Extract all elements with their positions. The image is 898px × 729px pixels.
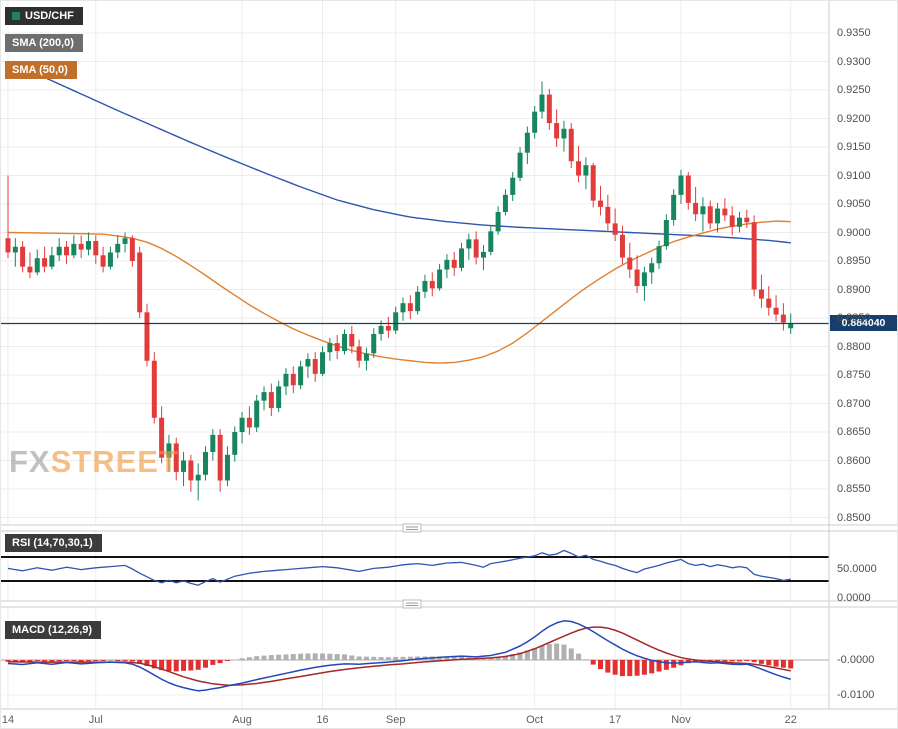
symbol-badge: USD/CHF — [5, 7, 83, 25]
last-price-tag: 0.884040 — [830, 315, 897, 332]
price-axis-label: 0.9150 — [837, 141, 871, 153]
price-axis-label: 0.8900 — [837, 283, 871, 296]
panel-resize-handle[interactable] — [402, 599, 422, 609]
x-axis-label: 16 — [316, 714, 329, 726]
x-axis-label: Oct — [526, 714, 544, 726]
sma200-badge: SMA (200,0) — [5, 34, 83, 52]
x-axis-label: Sep — [385, 714, 406, 726]
macd-axis-label: -0.0100 — [837, 689, 875, 701]
candlestick-series — [5, 81, 794, 501]
macd-badge: MACD (12,26,9) — [5, 621, 102, 639]
price-axis-label: 0.8650 — [837, 426, 871, 438]
panel-borders — [1, 1, 897, 710]
rsi-badge: RSI (14,70,30,1) — [5, 534, 102, 552]
price-axis-label: 0.8750 — [837, 369, 871, 381]
price-axis-label: 0.9350 — [837, 27, 871, 39]
grid-lines — [1, 1, 829, 709]
macd-axis-label: -0.0000 — [837, 654, 875, 666]
sma200-line — [7, 60, 791, 244]
price-axis-label: 0.9100 — [837, 169, 871, 182]
price-axis-label: 0.9200 — [837, 112, 871, 125]
symbol-label: USD/CHF — [25, 10, 74, 22]
sma50-label: SMA (50,0) — [12, 64, 68, 76]
price-axis-label: 0.9300 — [837, 55, 871, 68]
sma50-badge: SMA (50,0) — [5, 61, 77, 79]
x-axis-label: 22 — [784, 714, 797, 726]
price-axis-label: 0.8850 — [837, 312, 871, 324]
rsi-line — [7, 549, 791, 586]
rsi-label: RSI (14,70,30,1) — [12, 537, 93, 549]
candle-color-swatch-icon — [12, 12, 20, 20]
watermark-street: STREET — [50, 444, 179, 479]
price-axis-label: 0.9050 — [837, 198, 871, 210]
rsi-axis-label: 50.0000 — [837, 563, 877, 575]
price-axis-label: 0.9000 — [837, 226, 871, 239]
x-axis-label: Jul — [88, 714, 103, 726]
fxstreet-watermark: FXSTREET — [9, 444, 179, 480]
macd-lines — [7, 620, 791, 692]
x-axis-label: Aug — [232, 714, 252, 726]
price-axis-label: 0.8800 — [837, 340, 871, 353]
panel-resize-handle[interactable] — [402, 523, 422, 533]
rsi-axis-label: 0.0000 — [837, 592, 871, 604]
x-axis-label: Nov — [671, 714, 691, 726]
price-axis-label: 0.8600 — [837, 454, 871, 467]
macd-histogram — [5, 643, 794, 677]
price-axis-label: 0.9250 — [837, 84, 871, 96]
chart-legend: USD/CHF SMA (200,0) SMA (50,0) — [5, 7, 83, 79]
x-axis-label: 14 — [1, 714, 15, 726]
price-axis-label: 0.8550 — [837, 483, 871, 495]
price-axis-label: 0.8500 — [837, 511, 871, 524]
price-axis-label: 0.8950 — [837, 255, 871, 267]
macd-label: MACD (12,26,9) — [12, 624, 93, 636]
rsi-level-lines — [1, 556, 829, 582]
panel-resize-handles[interactable] — [402, 523, 422, 609]
price-axis-label: 0.8700 — [837, 397, 871, 410]
watermark-fx: FX — [9, 444, 51, 479]
sma200-label: SMA (200,0) — [12, 37, 74, 49]
x-axis-label: 17 — [609, 714, 622, 726]
